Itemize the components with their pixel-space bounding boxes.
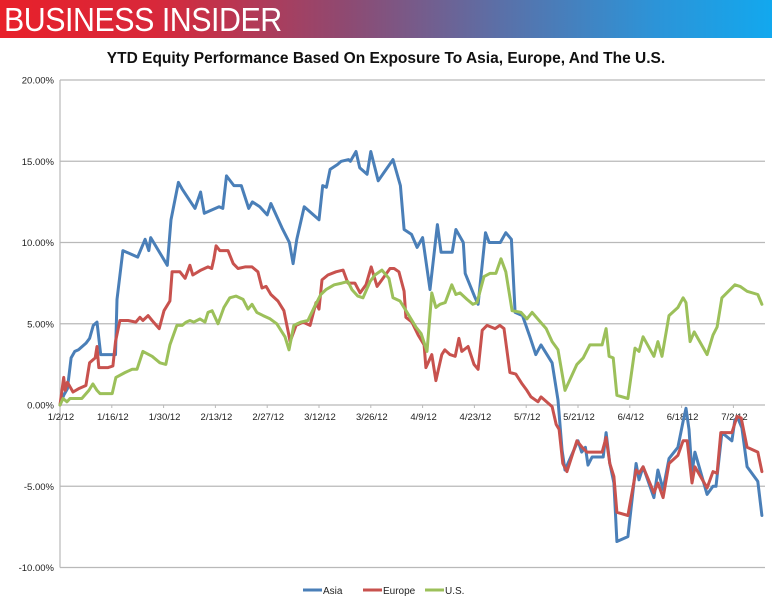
x-tick-label: 4/9/12 [410,412,436,423]
x-tick-label: 2/13/12 [201,412,233,423]
x-tick-label: 5/7/12 [514,412,540,423]
y-tick-label: -10.00% [19,563,55,574]
x-tick-label: 1/2/12 [48,412,74,423]
brand-logo: BUSINESS INSIDER [4,1,282,38]
x-tick-label: 3/12/12 [304,412,336,423]
series-line-us [58,257,764,407]
x-tick-label: 5/21/12 [563,412,595,423]
x-tick-label: 3/26/12 [356,412,388,423]
series-lines [58,150,764,543]
legend: Asia Europe U.S. [303,586,464,597]
x-axis-ticks: 1/2/12 1/16/12 1/30/12 2/13/12 2/27/12 3/12/1… [48,405,748,423]
legend-label: Europe [383,586,416,597]
legend-label: Asia [323,586,343,597]
x-tick-label: 2/27/12 [252,412,284,423]
y-tick-label: -5.00% [24,482,55,493]
y-tick-label: 0.00% [27,401,54,412]
chart-title: YTD Equity Performance Based On Exposure… [106,50,666,67]
y-tick-label: 5.00% [27,319,54,330]
y-axis-ticks: 20.00% 15.00% 10.00% 5.00% 0.00% -5.00% -10.00… [19,76,55,575]
brand-banner: BUSINESS INSIDER [0,0,772,38]
x-tick-label: 1/16/12 [97,412,129,423]
legend-label: U.S. [445,586,464,597]
x-tick-label: 6/4/12 [618,412,644,423]
y-tick-label: 15.00% [22,157,55,168]
y-tick-label: 20.00% [22,76,55,87]
x-tick-label: 4/23/12 [460,412,492,423]
series-line-europe [58,244,764,517]
x-tick-label: 7/2/12 [721,412,747,423]
y-tick-label: 10.00% [22,238,55,249]
x-tick-label: 1/30/12 [149,412,181,423]
